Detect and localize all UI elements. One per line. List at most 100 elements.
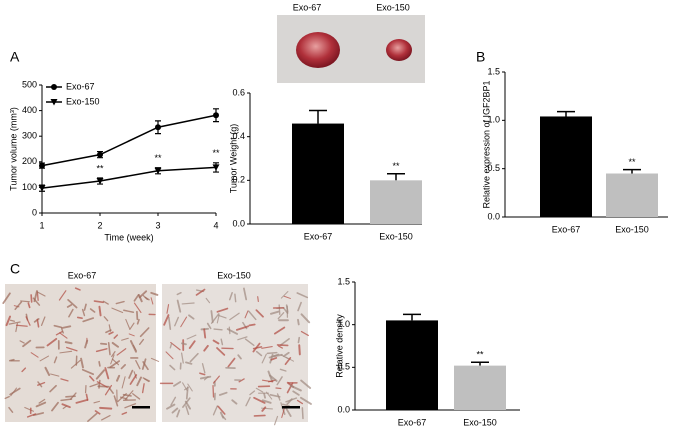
- cell: [176, 409, 181, 418]
- y-tick-label: 0: [32, 207, 37, 217]
- y-tick-label: 500: [22, 79, 37, 89]
- cell: [301, 407, 304, 420]
- cell: [170, 396, 177, 406]
- cell: [65, 395, 76, 398]
- cell: [218, 314, 227, 319]
- significance: **: [392, 161, 400, 171]
- cell: [59, 350, 73, 354]
- cell: [60, 378, 69, 382]
- cell: [220, 338, 224, 346]
- x-tick-label: 2: [97, 220, 102, 230]
- y-tick-label: 100: [22, 182, 37, 192]
- x-tick-label: Exo-150: [615, 224, 649, 234]
- cell: [272, 353, 283, 358]
- cell: [37, 291, 46, 297]
- cell: [276, 393, 281, 401]
- cell: [89, 308, 96, 313]
- cell: [176, 291, 182, 296]
- cell: [115, 300, 125, 305]
- cell: [265, 391, 273, 400]
- staining-photo: [159, 284, 312, 426]
- cell: [280, 354, 289, 360]
- bar: [386, 320, 438, 410]
- cell: [93, 400, 101, 404]
- cell: [244, 338, 255, 347]
- cell: [76, 316, 83, 320]
- error-bar: [623, 168, 641, 174]
- bar: [454, 365, 506, 410]
- cell: [235, 325, 249, 331]
- panel-label: A: [10, 49, 20, 65]
- y-tick-label: 0.0: [487, 211, 500, 221]
- cell: [276, 376, 283, 386]
- cell: [55, 330, 63, 336]
- x-tick-label: Exo-150: [379, 231, 413, 241]
- cell: [83, 303, 87, 311]
- y-tick-label: 1.0: [487, 115, 500, 125]
- cell: [297, 336, 301, 344]
- cell: [120, 364, 126, 370]
- cell: [51, 401, 59, 412]
- cell: [278, 345, 283, 349]
- cell: [24, 406, 35, 412]
- error-bar: [387, 173, 405, 181]
- cell: [180, 316, 188, 328]
- cell: [46, 337, 58, 347]
- cell: [244, 310, 249, 319]
- cell: [50, 373, 60, 377]
- cell: [216, 314, 220, 324]
- cell: [138, 290, 148, 299]
- error-bar: [309, 109, 327, 124]
- cell: [285, 397, 298, 403]
- cell: [30, 352, 39, 358]
- legend-marker: [50, 99, 58, 106]
- significance: **: [96, 163, 104, 173]
- cell: [205, 297, 211, 304]
- cell: [212, 405, 219, 416]
- cell: [252, 342, 261, 353]
- cell: [216, 347, 226, 356]
- cell: [300, 379, 312, 389]
- cell: [26, 413, 37, 418]
- cell: [139, 338, 145, 346]
- cell: [285, 407, 292, 418]
- cell: [139, 327, 150, 338]
- cell: [20, 300, 30, 303]
- cell: [184, 386, 189, 391]
- cell: [66, 304, 73, 308]
- error-bar: [557, 110, 575, 117]
- cell: [296, 292, 309, 299]
- cell: [125, 318, 131, 329]
- cell: [84, 339, 89, 349]
- cell: [40, 316, 46, 327]
- cell: [119, 396, 128, 400]
- marker: [154, 167, 162, 175]
- cell: [248, 323, 256, 327]
- cell: [98, 360, 101, 367]
- cell: [61, 328, 64, 334]
- photo-label: Exo-150: [376, 2, 410, 12]
- cell: [280, 290, 289, 299]
- cell: [94, 410, 101, 415]
- cell: [171, 407, 179, 414]
- cell: [227, 357, 236, 368]
- cell: [300, 330, 309, 337]
- photo-label: Exo-150: [217, 270, 251, 280]
- cell: [21, 367, 27, 373]
- cell: [53, 356, 58, 364]
- cell: [96, 381, 108, 388]
- y-tick-label: 0.2: [232, 175, 245, 185]
- cell: [203, 328, 207, 339]
- cell: [170, 341, 181, 351]
- cell: [212, 384, 215, 398]
- marker: [155, 124, 161, 131]
- photo-label: Exo-67: [68, 270, 97, 280]
- scale-bar: [132, 406, 150, 409]
- bar: [370, 180, 422, 224]
- cell: [281, 403, 290, 407]
- x-tick-label: Exo-150: [463, 417, 497, 427]
- cell: [128, 333, 135, 337]
- cell: [132, 344, 137, 352]
- significance: **: [628, 157, 636, 167]
- y-tick-label: 0.0: [232, 218, 245, 228]
